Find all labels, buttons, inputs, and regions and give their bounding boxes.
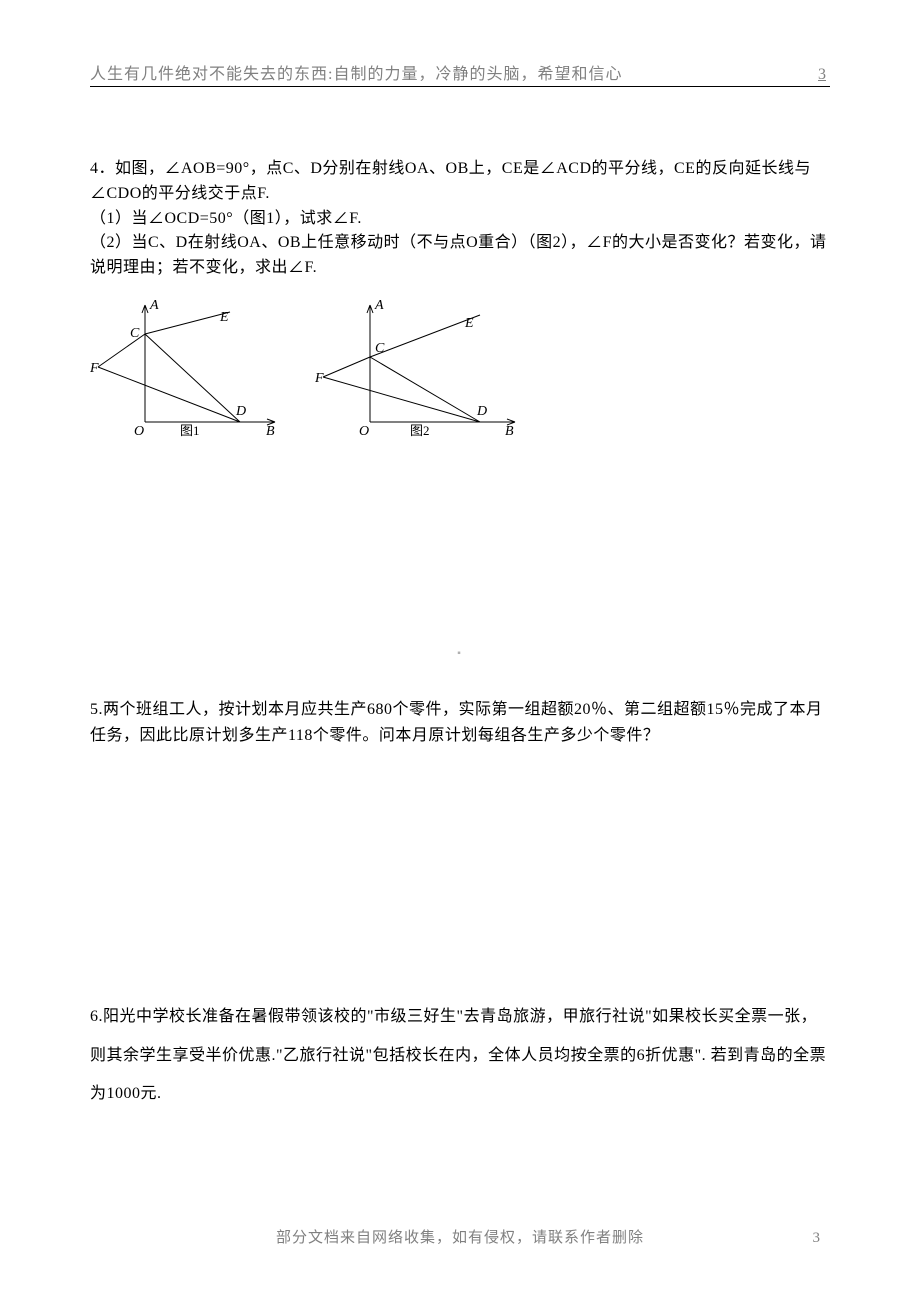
header-page-number: 3 [818,66,830,84]
fig1-label-a: A [149,298,159,313]
problem-5: 5.两个班组工人，按计划本月应共生产680个零件，实际第一组超额20％、第二组超… [90,697,830,748]
fig1-label-o: O [134,424,144,437]
page-header: 人生有几件绝对不能失去的东西:自制的力量，冷静的头脑，希望和信心 3 [90,60,830,87]
fig1-label-c: C [130,326,140,341]
fig2-label-b: B [505,424,514,437]
footer-page-number: 3 [813,1230,821,1247]
problem-4-line3: （2）当C、D在射线OA、OB上任意移动时（不与点O重合）（图2），∠F的大小是… [90,231,830,281]
header-quote: 人生有几件绝对不能失去的东西:自制的力量，冷静的头脑，希望和信心 [90,60,622,84]
fig1-label-d: D [235,404,246,419]
figure-2: A E C F O D B 图2 [315,297,525,437]
figure-1: A E C F O D B 图1 [90,297,285,437]
fig1-label-b: B [266,424,275,437]
fig1-caption: 图1 [180,423,200,437]
fig2-label-a: A [374,298,384,313]
center-mark: ▪ [457,648,463,659]
problem-4-line2: （1）当∠OCD=50°（图1），试求∠F. [90,207,830,232]
problem-4: 4．如图，∠AOB=90°，点C、D分别在射线OA、OB上，CE是∠ACD的平分… [90,157,830,281]
fig2-label-c: C [375,341,385,356]
fig2-label-e: E [464,316,474,331]
fig2-label-f: F [315,371,324,386]
fig1-label-e: E [219,310,229,325]
fig2-label-o: O [359,424,369,437]
fig2-caption: 图2 [410,423,430,437]
fig2-label-d: D [476,404,487,419]
figures-row: A E C F O D B 图1 A E C F O D B 图2 [90,297,830,437]
footer-text: 部分文档来自网络收集，如有侵权，请联系作者删除 [0,1226,920,1247]
problem-4-line1: 4．如图，∠AOB=90°，点C、D分别在射线OA、OB上，CE是∠ACD的平分… [90,157,830,207]
fig1-label-f: F [90,361,99,376]
problem-6: 6.阳光中学校长准备在暑假带领该校的"市级三好生"去青岛旅游，甲旅行社说"如果校… [90,998,830,1113]
